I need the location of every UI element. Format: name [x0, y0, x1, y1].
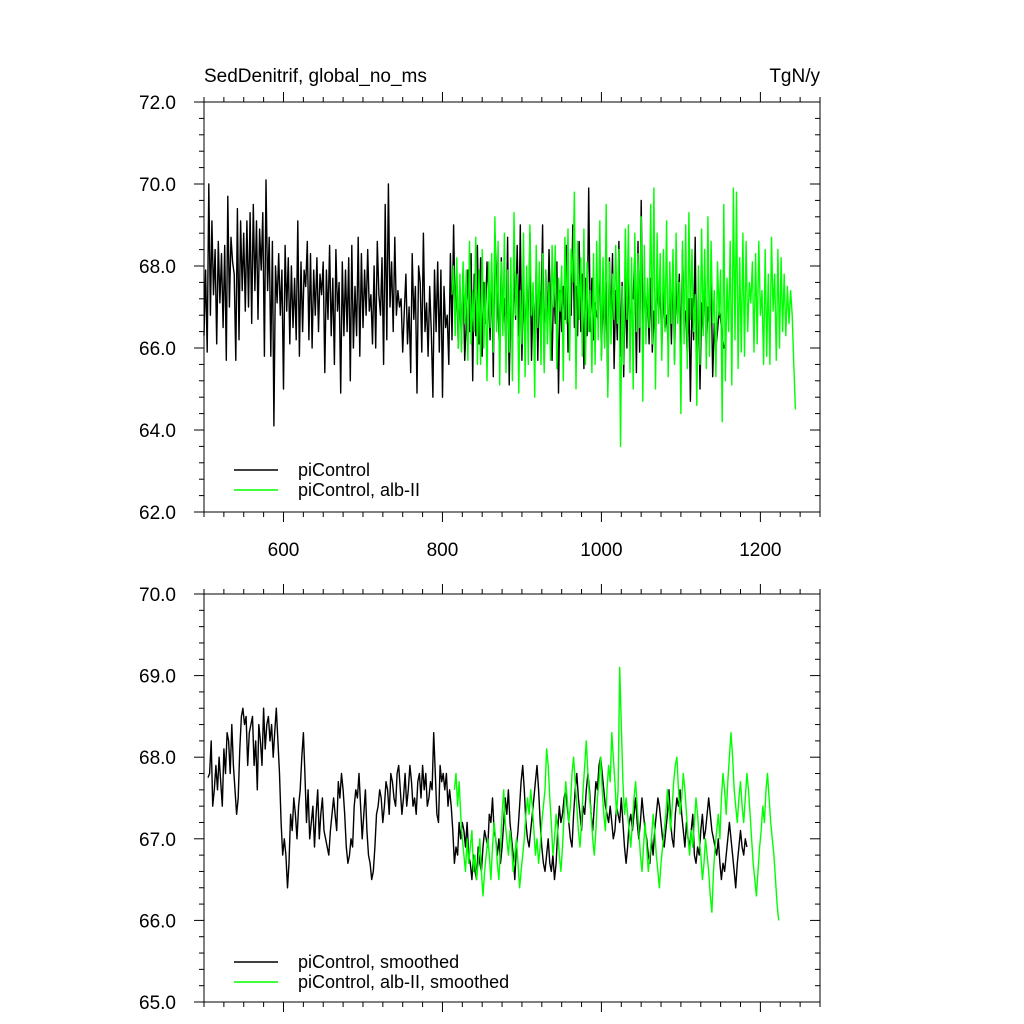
y-tick-label: 65.0	[139, 993, 176, 1014]
x-tick-label: 600	[268, 540, 300, 561]
x-tick-label: 1000	[580, 540, 622, 561]
legend-label-picontrol-alb-ii-smoothed: piControl, alb-II, smoothed	[298, 972, 509, 992]
y-tick-label: 67.0	[139, 830, 176, 851]
series-line-picontrol-smoothed	[207, 707, 748, 889]
legend-top-panel: piControl piControl, alb-II	[234, 460, 420, 500]
x-tick-label: 1200	[739, 540, 781, 561]
legend-label-picontrol-alb-ii: piControl, alb-II	[298, 480, 420, 500]
panel-top: SedDenitrif, global_no_ms TgN/y 62.0 64.0…	[139, 66, 821, 561]
y-tick-label: 72.0	[139, 93, 176, 114]
series-line-picontrol-alb-ii	[451, 187, 797, 448]
series-layer-top-panel	[203, 179, 797, 448]
legend-bottom-panel: piControl, smoothed piControl, alb-II, s…	[234, 952, 509, 992]
y-tick-label: 68.0	[139, 748, 176, 769]
panel-bottom: 65.0 66.0 67.0 68.0 69.0 70.0 piControl, smoo…	[139, 584, 821, 1014]
y-tick-label: 66.0	[139, 339, 176, 360]
series-layer-bottom-panel	[207, 666, 780, 921]
plot-frame-bottom-panel	[203, 593, 821, 1003]
plot-frame-top-panel	[203, 101, 821, 513]
x-tick-label: 800	[427, 540, 459, 561]
axis-ticks-top-panel: 62.0 64.0 66.0 68.0 70.0 72.0 600 800 1000 1200	[139, 92, 821, 561]
y-tick-label: 64.0	[139, 421, 176, 442]
y-tick-label: 70.0	[139, 585, 176, 606]
legend-label-picontrol: piControl	[298, 460, 370, 480]
y-tick-label: 66.0	[139, 911, 176, 932]
y-tick-label: 69.0	[139, 667, 176, 688]
chart-title-right: TgN/y	[769, 66, 820, 87]
y-tick-label: 70.0	[139, 175, 176, 196]
y-tick-label: 62.0	[139, 503, 176, 524]
legend-label-picontrol-smoothed: piControl, smoothed	[298, 952, 459, 972]
axis-ticks-bottom-panel: 65.0 66.0 67.0 68.0 69.0 70.0	[139, 584, 821, 1014]
chart-title-left: SedDenitrif, global_no_ms	[204, 66, 427, 87]
y-tick-label: 68.0	[139, 257, 176, 278]
series-line-picontrol-alb-ii-smoothed	[453, 666, 780, 921]
